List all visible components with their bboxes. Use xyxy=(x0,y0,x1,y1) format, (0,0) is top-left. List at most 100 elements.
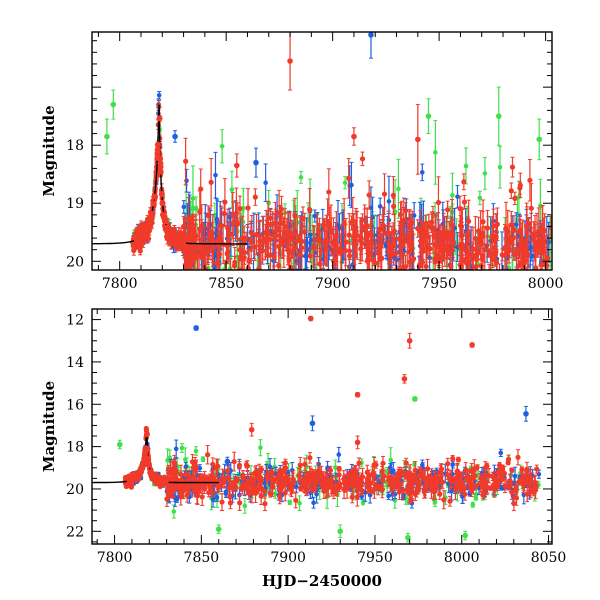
red-data-point xyxy=(366,236,372,270)
green-data-point xyxy=(502,277,507,290)
red-data-point xyxy=(538,231,544,251)
green-data-point xyxy=(425,98,432,135)
red-data-point xyxy=(147,468,154,475)
red-data-point xyxy=(482,461,488,475)
red-data-point xyxy=(402,470,408,480)
red-data-point xyxy=(139,465,146,472)
red-data-point xyxy=(493,484,499,492)
red-data-point xyxy=(233,202,239,239)
green-data-point xyxy=(342,176,348,190)
red-data-point xyxy=(509,467,515,473)
red-data-point xyxy=(474,483,480,489)
red-data-point xyxy=(248,486,254,494)
red-data-point xyxy=(359,151,366,167)
red-data-point xyxy=(454,464,460,483)
red-data-point xyxy=(285,474,291,484)
y-tick-label: 20 xyxy=(66,254,84,270)
red-data-point xyxy=(510,226,516,249)
red-data-point xyxy=(413,487,420,498)
red-data-point xyxy=(527,159,533,202)
red-data-point xyxy=(208,470,214,483)
red-data-point xyxy=(540,205,546,254)
red-data-point xyxy=(415,104,421,175)
green-data-point xyxy=(200,456,206,462)
red-data-point xyxy=(280,230,286,255)
x-tick-label: 7950 xyxy=(357,550,393,566)
red-data-point xyxy=(444,469,450,480)
red-data-point xyxy=(502,223,508,270)
red-data-point xyxy=(253,483,259,504)
red-data-point xyxy=(524,202,530,250)
x-tick-label: 7800 xyxy=(102,276,138,292)
red-data-point xyxy=(486,468,492,484)
red-data-point xyxy=(154,141,161,148)
green-data-point xyxy=(477,190,483,206)
red-data-point xyxy=(422,470,428,486)
red-data-point xyxy=(310,225,316,268)
red-data-point xyxy=(348,215,355,231)
red-data-point xyxy=(356,457,362,469)
red-data-point xyxy=(406,231,412,270)
red-data-point xyxy=(234,153,240,178)
red-data-point xyxy=(441,490,447,510)
red-data-point xyxy=(161,214,168,221)
red-data-point xyxy=(326,168,332,216)
red-data-point xyxy=(321,267,326,270)
red-data-point xyxy=(257,219,263,253)
red-data-point xyxy=(287,211,294,254)
red-data-point xyxy=(336,466,342,472)
red-data-point xyxy=(215,458,221,474)
red-data-point xyxy=(252,188,258,206)
red-data-point xyxy=(183,137,189,185)
red-data-point xyxy=(423,248,429,270)
red-data-point xyxy=(190,213,196,238)
red-data-point xyxy=(215,219,222,270)
red-data-point xyxy=(303,487,309,497)
red-data-point xyxy=(152,193,159,200)
red-data-point xyxy=(448,250,454,270)
red-data-point xyxy=(411,233,417,270)
y-tick-label: 19 xyxy=(66,196,84,212)
red-data-point xyxy=(248,422,255,437)
blue-data-point xyxy=(156,91,162,100)
red-data-point xyxy=(272,265,277,270)
red-data-point xyxy=(291,216,298,253)
red-data-point xyxy=(297,234,303,270)
red-data-point xyxy=(169,235,176,242)
red-data-point xyxy=(237,238,243,262)
red-data-point xyxy=(320,482,326,492)
red-data-point xyxy=(461,194,468,210)
blue-data-point xyxy=(193,325,199,331)
red-data-point xyxy=(371,471,377,480)
red-data-point xyxy=(534,464,540,474)
red-data-point xyxy=(140,460,147,467)
green-data-point xyxy=(179,443,185,453)
blue-data-point xyxy=(311,496,316,509)
red-data-point xyxy=(512,191,518,206)
red-data-point xyxy=(245,188,251,228)
green-data-point xyxy=(439,287,444,342)
red-data-point xyxy=(417,239,423,270)
blue-data-point xyxy=(213,151,218,199)
plot-frame xyxy=(91,31,553,271)
red-data-point xyxy=(372,482,378,488)
red-data-point xyxy=(178,464,184,485)
red-data-point xyxy=(302,457,308,471)
red-data-point xyxy=(501,466,508,481)
y-axis-label: Magnitude xyxy=(40,381,58,472)
red-data-point xyxy=(474,239,480,262)
red-data-point xyxy=(437,488,443,501)
red-data-point xyxy=(290,469,296,489)
red-data-point xyxy=(273,228,280,243)
red-data-point xyxy=(199,204,205,248)
red-data-point xyxy=(173,237,180,244)
red-data-point xyxy=(145,461,152,468)
red-data-point xyxy=(330,233,336,254)
red-data-point xyxy=(519,222,525,259)
red-data-point xyxy=(520,475,526,494)
blue-data-point xyxy=(419,163,425,182)
red-data-point xyxy=(190,462,197,474)
x-tick-label: 8000 xyxy=(444,550,480,566)
red-data-point xyxy=(246,249,252,270)
green-data-point xyxy=(473,494,479,501)
